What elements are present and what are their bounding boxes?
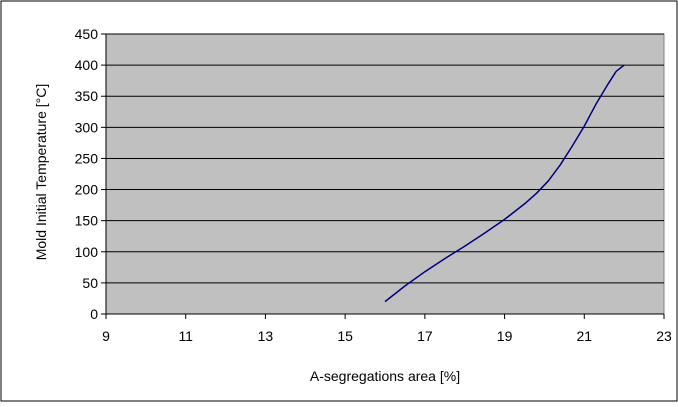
- x-tick-label: 19: [497, 328, 513, 344]
- x-axis-title: A-segregations area [%]: [310, 368, 460, 384]
- y-tick-label: 0: [90, 306, 98, 322]
- axes: [101, 33, 665, 319]
- y-tick-label: 450: [75, 26, 99, 42]
- series-line: [384, 64, 625, 303]
- x-tick-label: 13: [258, 328, 274, 344]
- y-tick-label: 50: [82, 275, 98, 291]
- x-tick-label: 21: [576, 328, 592, 344]
- x-tick-label: 23: [656, 328, 672, 344]
- plot-area: [105, 33, 665, 315]
- x-tick-label: 15: [337, 328, 353, 344]
- y-tick-label: 350: [75, 88, 99, 104]
- series-layer: [384, 64, 625, 303]
- x-tick-label: 11: [178, 328, 193, 344]
- y-axis-title: Mold Initial Temperature [°C]: [33, 84, 49, 261]
- tick-labels: 0 50 100 150 200 250 300 350 400 450 9 11 13 15 17 19 21…: [75, 26, 672, 344]
- y-tick-label: 250: [75, 150, 99, 166]
- y-tick-label: 150: [75, 213, 99, 229]
- y-tick-label: 200: [75, 182, 99, 198]
- x-tick-label: 17: [417, 328, 433, 344]
- y-tick-label: 100: [75, 244, 99, 260]
- y-tick-label: 400: [75, 57, 99, 73]
- y-tick-label: 300: [75, 119, 99, 135]
- grid-lines: [106, 33, 664, 284]
- x-tick-label: 9: [102, 328, 110, 344]
